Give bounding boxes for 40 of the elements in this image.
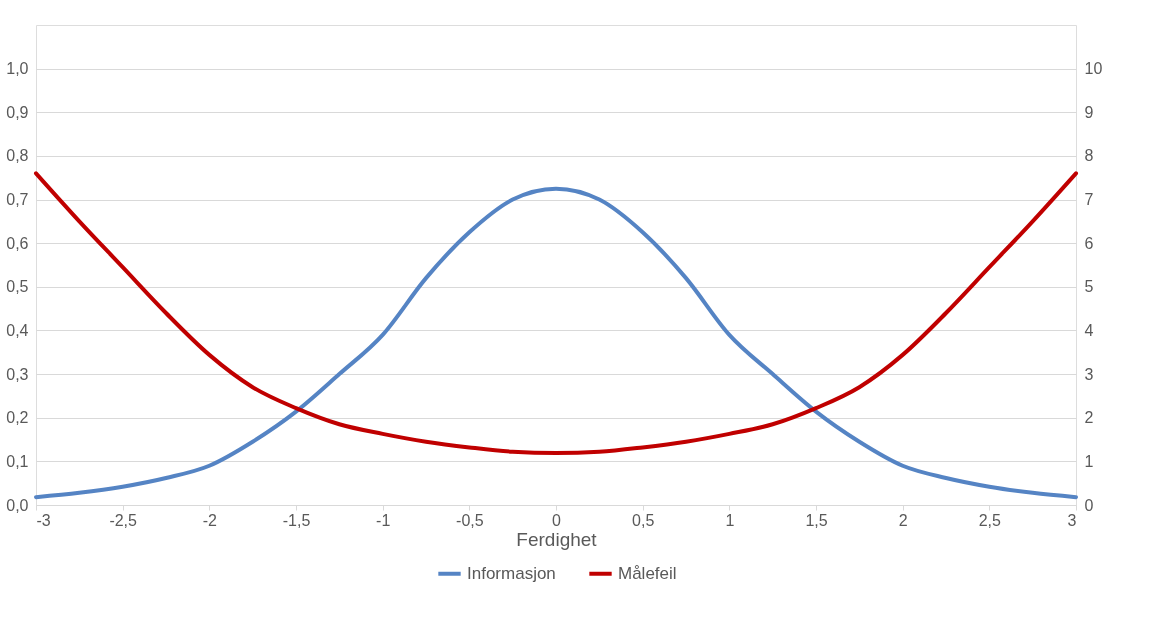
x-tick-label: 2	[898, 511, 908, 529]
y-tick-label: 0,8	[6, 147, 29, 165]
x-tick-label: -1	[376, 511, 391, 529]
y2-tick-label: 7	[1084, 191, 1094, 209]
y-tick-label: 0,7	[6, 191, 29, 209]
x-tick-label: -2,5	[109, 511, 138, 529]
line-series	[34, 171, 1078, 456]
y-tick-label: 1,0	[6, 60, 29, 78]
legend-label: Målefeil	[618, 563, 677, 583]
x-tick-label: 1	[725, 511, 735, 529]
x-axis-title: Ferdighet	[516, 528, 598, 550]
y2-tick-label: 0	[1084, 496, 1094, 514]
y2-tick-label: 2	[1084, 409, 1094, 427]
x-tick-label: 0,5	[632, 511, 655, 529]
y2-tick-label: 5	[1084, 278, 1094, 296]
x-tick-label: -1,5	[282, 511, 311, 529]
x-tick-label: 0	[552, 511, 562, 529]
x-tick-label: 3	[1067, 511, 1077, 529]
y2-tick-label: 10	[1084, 60, 1103, 78]
legend-label: Informasjon	[467, 563, 556, 583]
x-tick-label: -3	[36, 511, 51, 529]
x-tick-label: -0,5	[456, 511, 484, 529]
x-tick-label: -2	[202, 511, 218, 529]
y-tick-label: 0,3	[6, 365, 29, 383]
y-tick-label: 0,1	[6, 452, 29, 470]
y-tick-label: 0,4	[6, 321, 29, 339]
y2-tick-label: 1	[1084, 452, 1094, 470]
y-tick-label: 0,6	[6, 234, 29, 252]
y-tick-label: 0,5	[6, 278, 29, 296]
y2-tick-label: 6	[1084, 234, 1094, 252]
x-tick-label: 1,5	[805, 511, 828, 529]
y-tick-label: 0,9	[6, 103, 29, 121]
y2-tick-label: 8	[1084, 147, 1094, 165]
y-tick-label: 0,2	[6, 409, 29, 427]
line-series	[34, 186, 1078, 500]
x-tick-label: 2,5	[978, 511, 1002, 529]
y2-tick-label: 4	[1084, 321, 1094, 339]
y2-tick-label: 9	[1084, 103, 1094, 121]
y-tick-label: 0,0	[6, 496, 29, 514]
y2-tick-label: 3	[1084, 365, 1094, 383]
